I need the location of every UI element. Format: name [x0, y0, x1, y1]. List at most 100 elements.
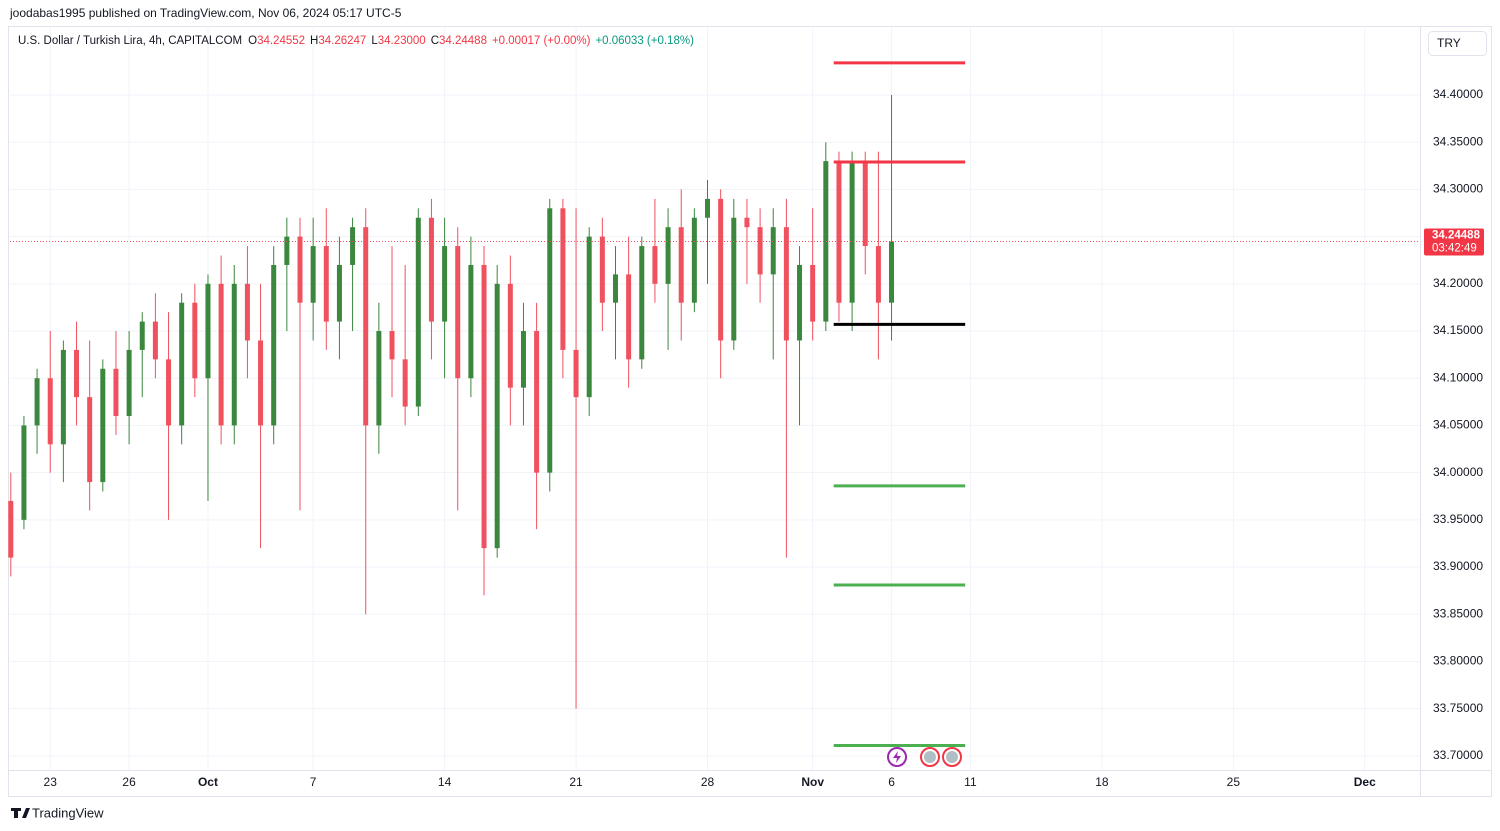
candle-body — [323, 246, 329, 322]
y-tick-label: 34.40000 — [1433, 87, 1483, 101]
candle-body — [639, 246, 645, 360]
y-tick-label: 34.30000 — [1433, 182, 1483, 196]
candle-body — [573, 349, 579, 398]
candle-body — [849, 161, 855, 303]
candle-body — [350, 227, 356, 265]
candle-body — [336, 264, 342, 322]
candle-body — [166, 359, 172, 426]
candle-body — [823, 161, 829, 322]
candle-body — [705, 198, 711, 218]
x-tick-label: 18 — [1095, 775, 1109, 789]
y-tick-label: 34.20000 — [1433, 276, 1483, 290]
legend-text: H — [310, 35, 318, 47]
candle-body — [731, 217, 737, 341]
brand: TradingView — [32, 805, 104, 820]
y-tick-label: 33.85000 — [1433, 606, 1483, 620]
last-price-label: 34.24488 — [1432, 229, 1481, 241]
legend-text: L — [371, 35, 378, 47]
legend-text: 34.23000 — [378, 35, 426, 47]
candle-body — [244, 283, 250, 341]
candle-body — [402, 359, 408, 407]
candle-body — [455, 246, 461, 379]
candle-body — [862, 161, 868, 247]
legend-text: C — [431, 35, 439, 47]
candle-body — [297, 236, 303, 303]
candle-body — [74, 349, 80, 398]
candle-body — [494, 283, 500, 549]
candle-body — [520, 331, 526, 388]
candle-body — [547, 208, 553, 473]
legend-text: O — [248, 35, 257, 47]
candle-body — [665, 227, 671, 284]
candle-body — [100, 368, 106, 483]
y-tick-label: 34.00000 — [1433, 465, 1483, 479]
x-tick-label: Nov — [801, 775, 824, 789]
legend-text: 34.24488 — [439, 35, 487, 47]
candle-body — [415, 217, 421, 407]
candle-body — [139, 321, 145, 350]
candle-body — [231, 283, 237, 426]
y-tick-label: 33.80000 — [1433, 654, 1483, 668]
legend-text: +0.06033 (+0.18%) — [595, 35, 694, 47]
candle-body — [21, 425, 27, 520]
x-tick-label: 28 — [701, 775, 715, 789]
legend-text: U.S. Dollar / Turkish Lira, 4h, CAPITALC… — [18, 35, 242, 47]
candle-body — [113, 368, 119, 416]
candle-body — [34, 378, 40, 426]
legend-text: 34.24552 — [257, 35, 305, 47]
x-tick-label: 14 — [438, 775, 452, 789]
x-tick-label: 26 — [122, 775, 136, 789]
candle-body — [428, 217, 434, 322]
candle-body — [652, 246, 658, 284]
candle-body — [691, 217, 697, 303]
candle-body — [810, 264, 816, 322]
candle-body — [626, 274, 632, 360]
last-price-badge — [1424, 228, 1484, 256]
y-tick-label: 33.70000 — [1433, 748, 1483, 762]
x-tick-label: Oct — [198, 775, 218, 789]
y-tick-label: 33.75000 — [1433, 701, 1483, 715]
candle-body — [310, 246, 316, 303]
y-tick-label: 34.15000 — [1433, 323, 1483, 337]
candle-body — [284, 236, 290, 265]
candle-body — [179, 302, 185, 426]
candle-body — [586, 236, 592, 398]
candle-body — [534, 331, 540, 473]
currency-button[interactable] — [1428, 31, 1487, 56]
candle-body — [770, 227, 776, 275]
candle-body — [481, 264, 487, 549]
x-tick-label: 23 — [44, 775, 58, 789]
legend-text: +0.00017 (+0.00%) — [492, 35, 591, 47]
y-tick-label: 34.05000 — [1433, 418, 1483, 432]
candle-body — [442, 246, 448, 322]
candle-body — [271, 264, 277, 426]
candle-body — [797, 264, 803, 341]
candle-body — [836, 161, 842, 303]
symbol-legend: U.S. Dollar / Turkish Lira, 4h, CAPITALC… — [18, 35, 694, 47]
candle-body — [718, 198, 724, 341]
candle-body — [60, 349, 66, 445]
candle-body — [152, 321, 158, 360]
candle-body — [389, 331, 395, 360]
brand-logo — [11, 808, 30, 818]
candle-body — [218, 283, 224, 426]
y-tick-label: 33.90000 — [1433, 559, 1483, 573]
event-bolt — [893, 751, 901, 763]
candle-body — [612, 274, 618, 303]
candle-body — [678, 227, 684, 303]
candle-body — [205, 283, 211, 379]
candle-body — [889, 241, 895, 303]
x-tick-label: 25 — [1227, 775, 1241, 789]
candle-body — [363, 227, 369, 426]
y-tick-label: 33.95000 — [1433, 512, 1483, 526]
candle-body — [47, 378, 53, 445]
candle-body — [87, 397, 93, 483]
currency-label[interactable]: TRY — [1437, 36, 1461, 50]
candle-body — [126, 349, 132, 416]
x-tick-label: 6 — [888, 775, 895, 789]
candle-body — [376, 331, 382, 426]
candle-body — [744, 217, 750, 228]
publisher: joodabas1995 published on TradingView.co… — [9, 6, 402, 20]
candle-body — [560, 208, 566, 350]
